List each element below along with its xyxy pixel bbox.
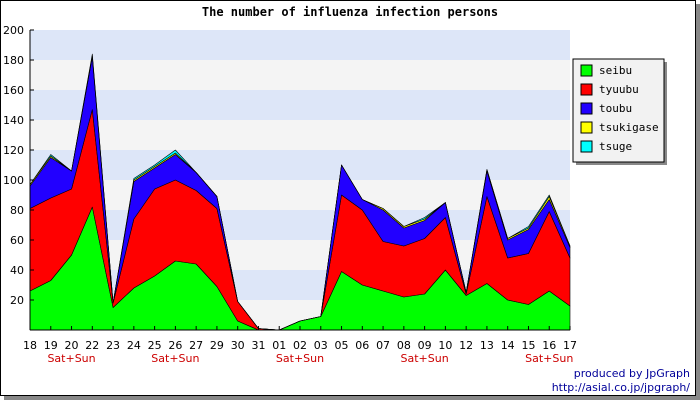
x-tick-label: 31 — [251, 339, 265, 352]
chart-title: The number of influenza infection person… — [202, 5, 498, 19]
weekend-marker-label: Sat+Sun — [151, 352, 199, 365]
x-tick-label: 02 — [293, 339, 307, 352]
grid-band — [30, 90, 570, 120]
x-tick-label: 05 — [335, 339, 349, 352]
x-tick-label: 12 — [459, 339, 473, 352]
credit-line-2: http://asial.co.jp/jpgraph/ — [552, 381, 691, 394]
y-tick-label: 120 — [3, 144, 24, 157]
weekend-marker-label: Sat+Sun — [47, 352, 95, 365]
y-tick-label: 60 — [10, 234, 24, 247]
y-tick-label: 180 — [3, 54, 24, 67]
legend-swatch-toubu — [580, 102, 593, 115]
x-tick-label: 27 — [189, 339, 203, 352]
legend-swatch-tsuge — [580, 140, 593, 153]
y-tick-label: 140 — [3, 114, 24, 127]
y-tick-label: 100 — [3, 174, 24, 187]
legend-swatch-seibu — [580, 64, 593, 77]
legend-swatch-tsukigase — [580, 121, 593, 134]
y-tick-label: 80 — [10, 204, 24, 217]
x-tick-label: 08 — [397, 339, 411, 352]
x-tick-label: 30 — [231, 339, 245, 352]
axes: 20 40 60 80 100 120 140 160 180 200 18 19 20 22 23 24 25… — [3, 24, 577, 365]
x-tick-label: 24 — [127, 339, 141, 352]
x-tick-label: 03 — [314, 339, 328, 352]
x-tick-label: 01 — [272, 339, 286, 352]
grid-band — [30, 120, 570, 150]
x-tick-label: 06 — [355, 339, 369, 352]
y-tick-label: 40 — [10, 264, 24, 277]
x-tick-label: 17 — [563, 339, 577, 352]
x-tick-label: 29 — [210, 339, 224, 352]
grid-band — [30, 180, 570, 210]
weekend-marker-label: Sat+Sun — [401, 352, 449, 365]
series-area-tsuge — [29, 53, 571, 331]
legend-swatch-tyuubu — [580, 83, 593, 96]
y-tick-label: 160 — [3, 84, 24, 97]
x-tick-label: 23 — [106, 339, 120, 352]
x-tick-label: 16 — [542, 339, 556, 352]
weekend-marker-label: Sat+Sun — [276, 352, 324, 365]
x-tick-label: 19 — [44, 339, 58, 352]
x-tick-label: 20 — [65, 339, 79, 352]
x-tick-label: 26 — [168, 339, 182, 352]
x-tick-label: 14 — [501, 339, 515, 352]
legend-label-tyuubu: tyuubu — [599, 83, 639, 96]
y-tick-label: 200 — [3, 24, 24, 37]
legend: seibu tyuubu toubu tsukigase tsuge — [572, 58, 667, 165]
x-tick-label: 15 — [521, 339, 535, 352]
grid-band — [30, 150, 570, 180]
y-tick-label: 20 — [10, 294, 24, 307]
legend-label-tsuge: tsuge — [599, 140, 632, 153]
x-tick-label: 13 — [480, 339, 494, 352]
series-areas — [29, 53, 571, 331]
legend-label-tsukigase: tsukigase — [599, 121, 659, 134]
x-tick-label: 18 — [23, 339, 37, 352]
x-tick-label: 25 — [148, 339, 162, 352]
x-tick-label: 10 — [438, 339, 452, 352]
weekend-marker-label: Sat+Sun — [525, 352, 573, 365]
legend-label-seibu: seibu — [599, 64, 632, 77]
legend-label-toubu: toubu — [599, 102, 632, 115]
credit-line-1: produced by JpGraph — [574, 367, 690, 380]
grid-band — [30, 30, 570, 60]
x-tick-label: 09 — [418, 339, 432, 352]
x-tick-label: 22 — [85, 339, 99, 352]
x-tick-label: 07 — [376, 339, 390, 352]
grid-band — [30, 60, 570, 90]
